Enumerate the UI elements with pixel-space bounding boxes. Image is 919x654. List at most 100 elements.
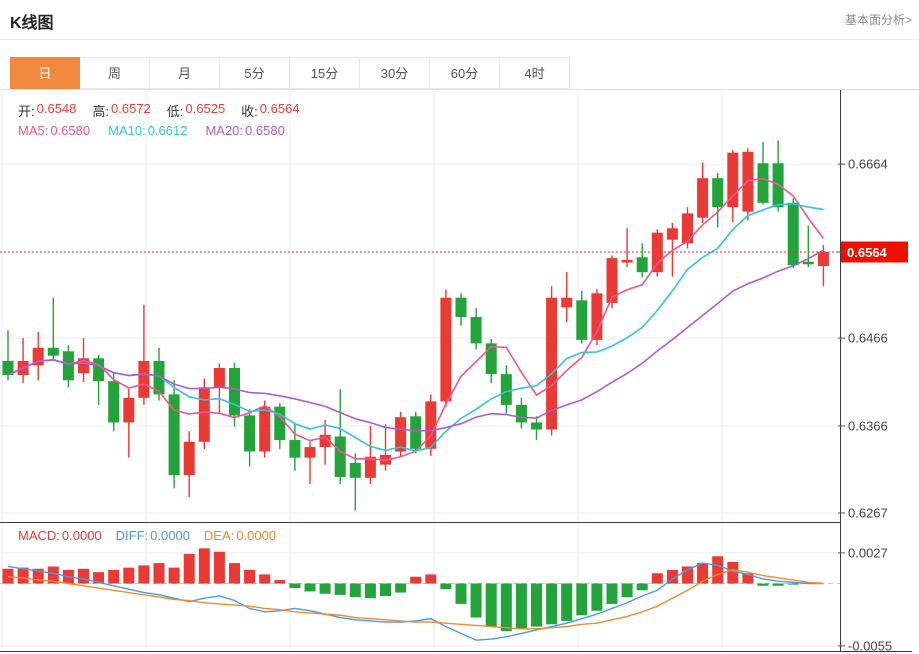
macd-histogram-bar [395,583,407,593]
candle-body [697,178,709,218]
fundamental-analysis-link[interactable]: 基本面分析> [844,13,912,27]
candle-body [198,387,210,442]
macd-histogram-bar [636,583,648,591]
macd-histogram-bar [727,561,739,584]
macd-histogram-bar [576,583,588,616]
macd-histogram-bar [2,568,14,584]
macd-histogram-bar [78,568,89,584]
macd-histogram-bar [515,583,527,629]
candle-body [274,406,286,441]
macd-histogram-bar [274,580,286,584]
candle-body [62,351,74,381]
period-tab-4[interactable]: 5分 [220,57,290,89]
candle-body [349,462,361,478]
current-price-tag-label: 0.6564 [847,245,888,260]
macd-histogram-bar [213,551,225,584]
macd-histogram-bar [138,565,150,584]
macd-histogram-bar [364,583,376,599]
candle-body [319,434,331,448]
macd-histogram-bar [697,563,709,584]
macd-histogram-bar [712,556,724,584]
candle-body [32,347,44,366]
candle-body [2,360,14,376]
macd-histogram-bar [621,583,633,598]
macd-histogram-bar [410,576,422,584]
candle-body [712,178,724,208]
macd-histogram-bar [500,583,512,632]
macd-histogram-bar [289,583,301,589]
macd-histogram-bar [334,583,346,595]
y-axis-label: 0.6267 [848,505,888,520]
macd-histogram-bar [440,583,452,590]
dea-line [7,569,824,630]
macd-histogram-bar [591,583,603,611]
macd-histogram-bar [772,583,784,586]
candle-body [515,404,527,423]
candle-body [304,447,316,458]
candle-body [244,415,256,452]
candle-body [757,163,769,203]
widget-header: K线图 基本面分析> [0,0,919,40]
period-tab-1[interactable]: 日 [10,57,80,89]
candle-body [334,436,346,477]
candle-body [787,202,799,266]
candle-body [500,374,512,405]
macd-histogram-bar [380,583,391,596]
candle-body [168,394,180,476]
macd-histogram-bar [168,567,180,584]
macd-histogram-bar [259,574,271,584]
macd-histogram-bar [123,567,135,584]
macd-histogram-bar [651,573,663,584]
period-tab-2[interactable]: 周 [80,57,150,89]
candle-body [817,252,829,267]
macd-histogram-bar [229,563,240,584]
candle-body [47,347,59,356]
macd-histogram-bar [425,574,437,584]
macd-histogram-bar [546,583,558,625]
macd-histogram-bar [531,583,542,627]
candle-body [364,456,376,478]
macd-histogram-bar [319,583,331,594]
diff-line [7,562,824,641]
period-tab-3[interactable]: 月 [150,57,220,89]
candle-body [576,300,588,340]
candle-body [425,401,437,449]
candle-body [606,258,618,303]
period-tabs: 日周月 5分 15分 30分 60分 4时 [0,57,919,90]
period-tab-8[interactable]: 4时 [500,57,570,89]
y-axis-label: 0.6366 [848,418,888,433]
macd-histogram-bar [304,583,316,592]
candle-body [591,293,603,340]
y-axis-label: 0.6466 [848,331,888,346]
macd-histogram-bar [757,583,769,586]
candle-body [93,358,105,382]
macd-histogram-bar [666,569,678,584]
macd-histogram-bar [17,567,29,584]
y-axis-label: -0.0055 [848,638,892,653]
page-title: K线图 [10,15,54,32]
candle-body [727,152,739,208]
candle-body [546,297,558,430]
candle-body [621,259,633,263]
period-tab-5[interactable]: 15分 [290,57,360,89]
candle-body [289,440,301,458]
candle-body [78,358,89,374]
period-tab-7[interactable]: 60分 [430,57,500,89]
macd-histogram-bar [742,573,754,584]
candle-body [123,397,135,423]
y-axis-label: 0.6664 [848,157,888,172]
macd-histogram-bar [349,583,361,598]
macd-histogram-bar [198,548,210,584]
candle-body [531,422,542,430]
macd-histogram-bar [93,572,105,584]
period-tab-6[interactable]: 30分 [360,57,430,89]
candle-body [395,417,407,452]
candle-body [455,297,467,318]
macd-histogram-bar [455,583,467,604]
macd-histogram-bar [47,566,59,584]
candle-body [485,343,497,375]
candle-body [108,381,120,423]
candle-body [802,261,814,265]
